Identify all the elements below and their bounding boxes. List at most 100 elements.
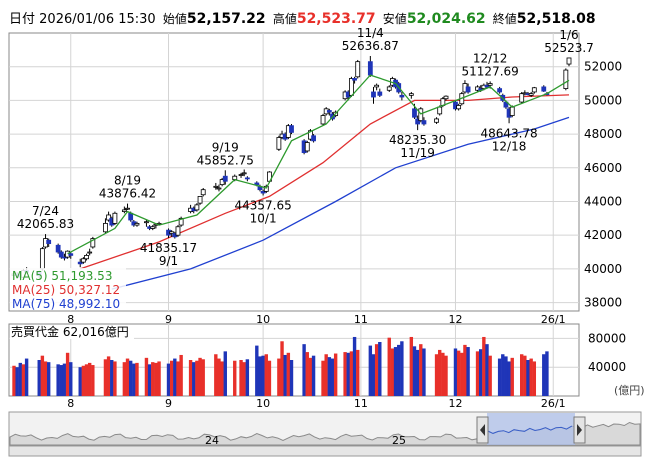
candle [276, 135, 282, 151]
candle-body [77, 261, 83, 265]
low-value: 52,024.62 [406, 11, 486, 27]
candle-body [465, 86, 471, 93]
volume-bar [192, 362, 196, 396]
ma25-line [79, 94, 570, 270]
candle [194, 203, 200, 212]
candle [355, 59, 361, 79]
candle [497, 86, 503, 94]
candle [371, 86, 376, 104]
annotation-date: 1/6 [559, 28, 578, 42]
volume-bar [356, 349, 360, 396]
annotation-date: 8/19 [114, 174, 141, 188]
volume-bar [400, 341, 404, 396]
candle-body [434, 118, 439, 123]
volume-bar [91, 365, 95, 396]
candle-body [68, 253, 74, 256]
volume-bar [239, 360, 243, 396]
volume-x-tick: 11 [354, 397, 368, 410]
volume-bar [346, 352, 350, 396]
candle [408, 91, 414, 99]
candle-body [175, 226, 181, 236]
candle [197, 196, 203, 205]
price-y-tick: 46000 [584, 161, 622, 175]
volume-bar [545, 351, 549, 396]
volume-bar [374, 344, 379, 396]
candle [434, 117, 439, 124]
high-label: 高値 [272, 12, 297, 26]
range-navigator[interactable]: 24 25 [8, 411, 642, 457]
candle-body [528, 93, 534, 96]
candle [46, 238, 52, 247]
volume-bar [169, 360, 174, 396]
navigator-scrollbar[interactable] [8, 445, 642, 457]
volume-bar [438, 349, 442, 396]
candle-body [244, 177, 250, 180]
candle [519, 91, 525, 104]
volume-bar [258, 356, 262, 396]
candle-body [90, 238, 96, 248]
volume-bar [330, 358, 335, 396]
price-x-tick: 26/1 [541, 313, 566, 326]
candle-body [222, 175, 228, 182]
volume-bar [542, 354, 546, 396]
volume-bar [371, 354, 376, 396]
volume-bar [110, 360, 114, 396]
volume-bar [223, 351, 227, 396]
candle-body [352, 78, 357, 81]
navigator-left-handle[interactable] [476, 416, 489, 444]
volume-bar [415, 349, 420, 396]
volume-bar [267, 360, 272, 396]
candle [377, 88, 383, 98]
candle-body [121, 209, 127, 212]
volume-bar [188, 360, 193, 396]
volume-bar [485, 344, 489, 396]
candle-body [200, 189, 206, 196]
chevron-right-icon [577, 424, 582, 436]
candle [418, 107, 424, 123]
volume-bar [147, 364, 152, 396]
candle-body [46, 239, 52, 245]
volume-bar [453, 348, 458, 396]
navigator-right-handle[interactable] [573, 416, 586, 444]
candle-body [563, 69, 569, 89]
volume-bar [176, 361, 180, 396]
candle-body [55, 244, 61, 253]
volume-bar [482, 336, 486, 396]
candle [55, 243, 61, 254]
volume-bars [12, 336, 549, 396]
candle-body [62, 256, 67, 259]
annotation-date: 9/19 [212, 140, 239, 154]
volume-bar [390, 348, 395, 396]
candle [399, 91, 405, 101]
candle-body [415, 118, 421, 125]
candle [304, 140, 310, 153]
candle-body [531, 87, 537, 93]
volume-bar [65, 352, 70, 396]
volume-bar [15, 367, 19, 396]
volume-bar [387, 337, 391, 396]
annotation-value: 45852.75 [197, 153, 254, 167]
candle [456, 103, 462, 111]
candle-body [194, 204, 200, 211]
candle-body [238, 174, 244, 176]
volume-bar [343, 352, 347, 396]
ma75-line [111, 116, 570, 290]
volume-bar [523, 355, 527, 396]
candle [415, 115, 421, 131]
price-y-tick: 48000 [584, 127, 622, 141]
volume-bar [173, 358, 177, 396]
price-y-tick: 40000 [584, 262, 622, 276]
candle [531, 86, 537, 94]
annotation-date: 12/18 [492, 139, 527, 153]
price-y-tick: 38000 [584, 296, 622, 310]
candle [528, 91, 534, 98]
volume-bar [460, 352, 464, 396]
volume-bar [393, 347, 398, 396]
annotation-value: 48643.78 [480, 126, 537, 140]
chevron-left-icon [480, 424, 485, 436]
ma75-path [111, 116, 570, 290]
candle [213, 182, 219, 190]
candle [386, 85, 392, 92]
volume-bar [214, 354, 218, 396]
